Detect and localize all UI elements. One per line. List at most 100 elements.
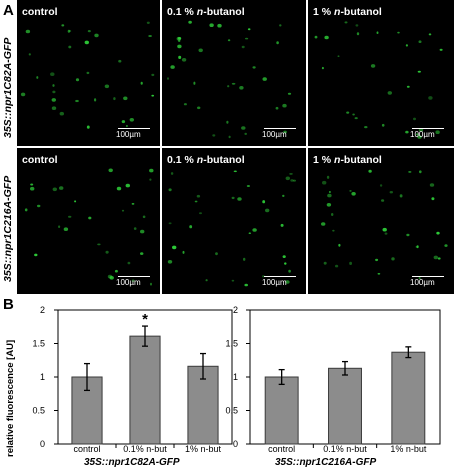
nucleus-spot (52, 187, 57, 192)
nucleus-spot (375, 258, 379, 262)
micrograph-r2-c1: control 100µm (17, 148, 160, 294)
nucleus-spot (428, 96, 433, 100)
nucleus-spot (243, 257, 246, 261)
nucleus-spot (226, 120, 229, 124)
bar (391, 351, 426, 445)
nucleus-spot (194, 200, 198, 203)
nucleus-spot (148, 35, 152, 37)
nucleus-spot (285, 280, 290, 284)
micrograph-r1-c2: 0.1 % n-butanol 100µm (162, 0, 306, 146)
nucleus-spot (227, 39, 231, 42)
nucleus-spot (129, 118, 134, 122)
nucleus-spot (181, 58, 187, 62)
nucleus-spot (262, 200, 266, 204)
scale-bar (412, 128, 444, 129)
micrograph-condition-label: 1 % n-butanol (313, 154, 382, 166)
nucleus-spot (37, 204, 41, 208)
nucleus-spot (231, 279, 235, 282)
nucleus-spot (149, 178, 152, 181)
nucleus-spot (279, 24, 282, 27)
nucleus-spot (408, 171, 412, 173)
nucleus-spot (381, 123, 385, 127)
nucleus-spot (86, 71, 90, 75)
nucleus-spot (382, 227, 387, 232)
nucleus-spot (109, 276, 114, 280)
nucleus-spot (133, 227, 137, 230)
nucleus-spot (349, 190, 352, 192)
nucleus-spot (346, 111, 350, 114)
nucleus-spot (237, 197, 242, 201)
micrograph-r1-c3: 1 % n-butanol 100µm (308, 0, 454, 146)
nucleus-spot (146, 21, 150, 24)
nucleus-spot (151, 73, 155, 77)
bar (129, 335, 161, 445)
nucleus-spot (418, 128, 424, 132)
nucleus-spot (30, 183, 34, 186)
condition-italic-text: n (334, 6, 341, 18)
scale-bar-label: 100µm (410, 130, 435, 139)
nucleus-spot (131, 279, 135, 282)
nucleus-spot (429, 183, 435, 187)
fluorescent-nuclei (314, 21, 443, 139)
nucleus-spot (377, 273, 381, 275)
nucleus-spot (428, 33, 432, 36)
scale-bar-label: 100µm (116, 278, 141, 287)
y-tick-label: 2 (233, 305, 238, 315)
scale-bar (264, 128, 296, 129)
nucleus-spot (285, 176, 290, 181)
condition-italic-text: n (196, 154, 204, 166)
nucleus-spot (25, 29, 31, 34)
nucleus-spot (52, 90, 56, 94)
nucleus-spot (246, 185, 250, 187)
nucleus-spot (437, 257, 441, 260)
micrograph-r2-c3: 1 % n-butanol 100µm (308, 148, 454, 294)
nucleus-spot (322, 180, 327, 185)
nucleus-spot (356, 32, 360, 36)
scale-bar (264, 276, 296, 277)
nucleus-spot (338, 243, 341, 247)
nucleus-spot (292, 179, 296, 182)
nucleus-spot (108, 168, 113, 173)
condition-text: 0.1 % (167, 154, 197, 166)
micrograph-condition-label: control (22, 6, 58, 18)
nucleus-spot (34, 253, 38, 257)
nucleus-spot (87, 30, 91, 33)
nucleus-spot (368, 169, 372, 173)
nucleus-spot (290, 179, 294, 182)
nucleus-spot (94, 33, 99, 38)
nucleus-spot (419, 170, 422, 174)
scale-bar (118, 128, 150, 129)
condition-text: control (22, 154, 58, 166)
nucleus-spot (389, 191, 393, 194)
nucleus-spot (113, 97, 116, 101)
nucleus-spot (413, 117, 416, 121)
nucleus-spot (244, 283, 248, 287)
nucleus-spot (287, 92, 292, 95)
nucleus-spot (131, 203, 135, 205)
y-tick-label: 0 (233, 439, 238, 449)
nucleus-spot (125, 183, 130, 188)
category-label: 0.1% n-but (323, 444, 367, 454)
y-tick-label: 0 (40, 439, 45, 449)
nucleus-spot (20, 92, 26, 97)
condition-suffix-text: -butanol (203, 6, 245, 18)
condition-italic-text: n (334, 154, 341, 166)
chart-caption-c82a: 35S::npr1C82A-GFP (84, 457, 180, 468)
nucleus-spot (149, 168, 154, 173)
nucleus-spot (418, 40, 422, 43)
nucleus-spot (170, 172, 174, 175)
nucleus-spot (209, 23, 214, 28)
nucleus-spot (97, 243, 101, 246)
y-tick-label: 0.5 (32, 406, 45, 416)
nucleus-spot (51, 106, 57, 110)
nucleus-spot (289, 173, 293, 175)
nucleus-spot (121, 120, 126, 124)
nucleus-spot (116, 186, 122, 191)
nucleus-spot (406, 85, 410, 88)
nucleus-spot (58, 225, 61, 228)
nucleus-spot (127, 261, 131, 265)
nucleus-spot (151, 94, 155, 97)
nucleus-spot (205, 279, 208, 282)
nucleus-spot (376, 31, 379, 34)
condition-italic-text: n (196, 6, 204, 18)
